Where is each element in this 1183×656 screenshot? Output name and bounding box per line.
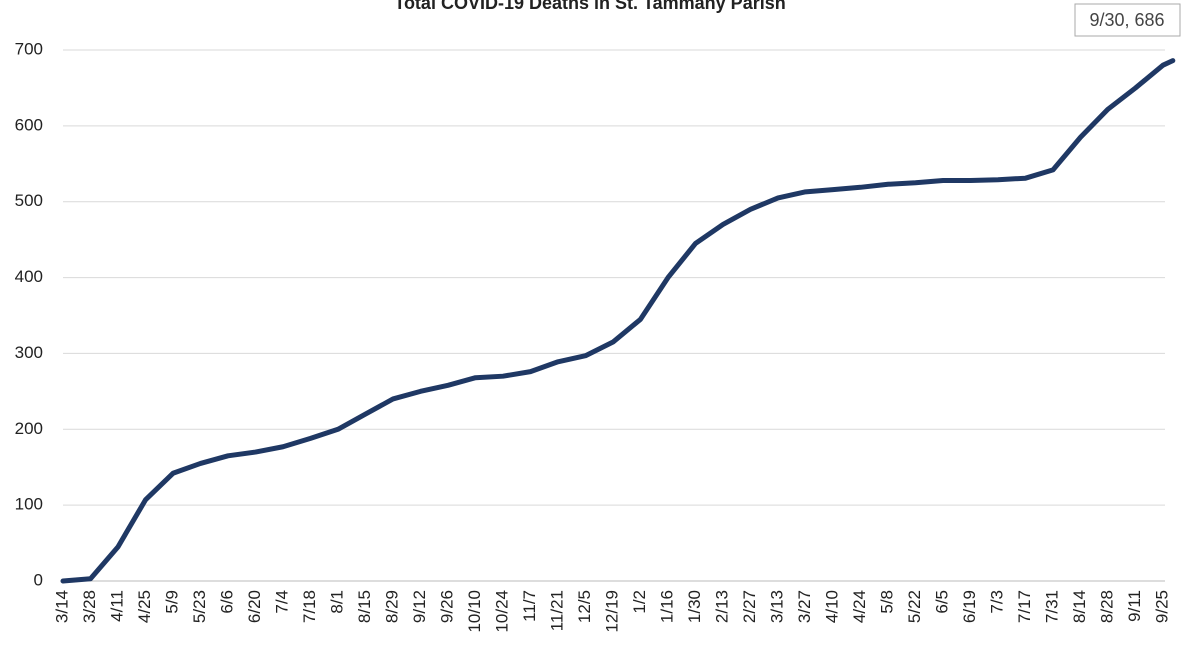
y-tick-label: 700 xyxy=(15,39,43,58)
x-tick-label: 5/22 xyxy=(905,590,924,623)
x-tick-label: 3/14 xyxy=(52,590,71,623)
x-tick-label: 6/5 xyxy=(932,590,951,614)
x-tick-label: 3/27 xyxy=(795,590,814,623)
y-tick-label: 500 xyxy=(15,191,43,210)
x-tick-label: 12/19 xyxy=(602,590,621,633)
line xyxy=(60,58,1176,584)
x-tick-label: 5/23 xyxy=(190,590,209,623)
x-tick-label: 4/24 xyxy=(850,590,869,623)
x-tick-label: 11/21 xyxy=(547,590,566,631)
x-tick-label: 2/13 xyxy=(712,590,731,623)
x-tick-label: 6/6 xyxy=(217,590,236,614)
x-tick-label: 6/20 xyxy=(245,590,264,623)
x-tick-label: 7/31 xyxy=(1042,590,1061,623)
x-tick-label: 3/28 xyxy=(80,590,99,623)
x-tick-label: 7/18 xyxy=(300,590,319,623)
chart-title: Total COVID-19 Deaths in St. Tammany Par… xyxy=(394,0,785,13)
x-tick-label: 3/13 xyxy=(767,590,786,623)
annotation-box xyxy=(1074,3,1181,37)
x-tick-label: 1/30 xyxy=(685,590,704,623)
x-tick-label: 5/8 xyxy=(877,590,896,614)
x-tick-label: 6/19 xyxy=(960,590,979,623)
y-tick-label: 400 xyxy=(15,267,43,286)
x-tick-label: 7/17 xyxy=(1015,590,1034,623)
x-tick-label: 2/27 xyxy=(740,590,759,623)
x-tick-label: 5/9 xyxy=(162,590,181,614)
x-tick-label: 4/10 xyxy=(822,590,841,623)
x-tick-label: 4/25 xyxy=(135,590,154,623)
annotation: 9/30, 686 xyxy=(1089,10,1164,30)
x-tick-label: 8/15 xyxy=(355,590,374,623)
x-tick-label: 1/2 xyxy=(630,590,649,614)
x-tick-label: 9/12 xyxy=(410,590,429,623)
x-tick-label: 9/26 xyxy=(437,590,456,623)
y-tick-label: 0 xyxy=(34,570,43,589)
x-tick-label: 8/28 xyxy=(1097,590,1116,623)
x-tick-label: 8/1 xyxy=(327,590,346,614)
x-tick-label: 7/3 xyxy=(987,590,1006,614)
y-tick-label: 200 xyxy=(15,419,43,438)
y-tick-label: 100 xyxy=(15,495,43,514)
x-tick-label: 9/11 xyxy=(1125,590,1144,622)
x-tick-label: 1/16 xyxy=(657,590,676,623)
x-tick-label: 10/10 xyxy=(465,590,484,633)
x-tick-label: 9/25 xyxy=(1152,590,1171,623)
x-tick-label: 11/7 xyxy=(520,590,539,622)
x-tick-label: 10/24 xyxy=(492,590,511,633)
y-tick-label: 300 xyxy=(15,343,43,362)
x-tick-label: 7/4 xyxy=(272,590,291,614)
x-tick-label: 4/11 xyxy=(107,590,126,622)
y-tick-label: 600 xyxy=(15,115,43,134)
x-tick-label: 8/29 xyxy=(382,590,401,623)
x-tick-label: 12/5 xyxy=(575,590,594,623)
x-tick-label: 8/14 xyxy=(1070,590,1089,623)
